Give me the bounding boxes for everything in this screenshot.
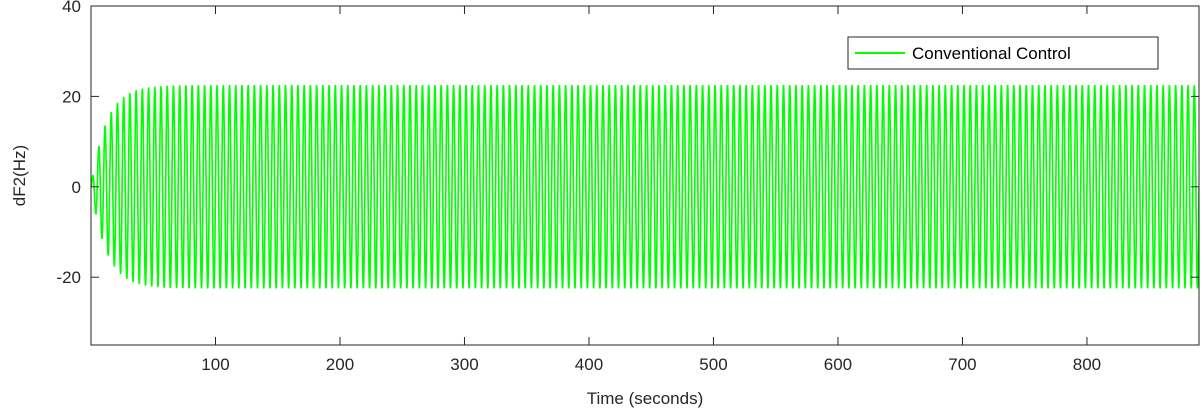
axes-box [90, 5, 1200, 346]
y-tick-label: 0 [72, 178, 81, 197]
x-axis-title: Time (seconds) [587, 389, 704, 408]
x-tick-label: 200 [326, 355, 354, 374]
x-tick-label: 500 [699, 355, 727, 374]
legend-label-conventional-control: Conventional Control [912, 44, 1071, 63]
x-tick-label: 100 [201, 355, 229, 374]
x-tick-label: 600 [824, 355, 852, 374]
legend: Conventional Control [847, 36, 1159, 70]
y-tick-label: 20 [62, 87, 81, 106]
series-line-conventional-control [91, 85, 1199, 289]
x-tick-label: 400 [575, 355, 603, 374]
y-tick-label: -20 [56, 268, 81, 287]
x-tick-label: 300 [450, 355, 478, 374]
y-axis-title: dF2(Hz) [10, 145, 29, 206]
x-tick-label: 700 [948, 355, 976, 374]
x-tick-label: 800 [1073, 355, 1101, 374]
y-tick-label: 40 [62, 0, 81, 16]
